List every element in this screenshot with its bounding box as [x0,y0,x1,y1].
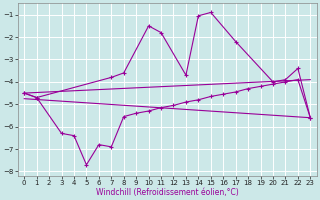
X-axis label: Windchill (Refroidissement éolien,°C): Windchill (Refroidissement éolien,°C) [96,188,239,197]
